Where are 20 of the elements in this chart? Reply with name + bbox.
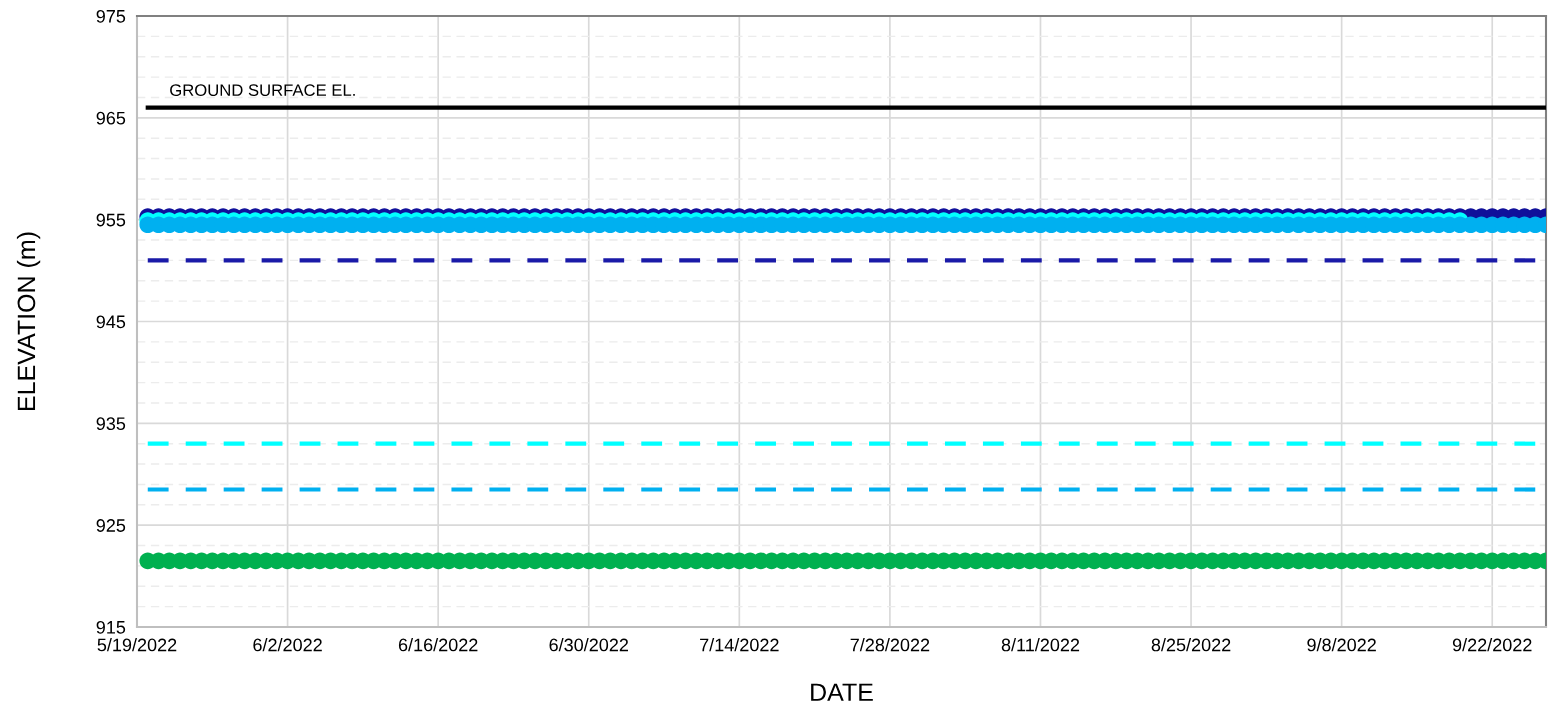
annotation: GROUND SURFACE EL. [170, 84, 355, 97]
y-axis-title: ELEVATION (m) [16, 232, 41, 410]
x-tick-label: 7/14/2022 [700, 638, 779, 652]
x-tick-label: 9/22/2022 [1452, 638, 1532, 652]
x-tick-label: 8/11/2022 [1001, 638, 1080, 652]
y-tick-label: 945 [96, 315, 126, 329]
x-tick-label: 6/30/2022 [549, 638, 628, 652]
x-tick-label: 6/16/2022 [398, 638, 478, 652]
y-tick-label: 925 [96, 519, 126, 532]
y-tick-label: 965 [96, 111, 126, 125]
y-tick-label: 975 [96, 9, 126, 23]
x-tick-label: 8/25/2022 [1151, 638, 1231, 652]
y-tick-label: 935 [96, 417, 126, 431]
x-axis-title: DATE [811, 683, 873, 701]
x-tick-label: 9/8/2022 [1307, 638, 1376, 652]
y-tick-label: 955 [96, 213, 126, 227]
x-tick-label: 7/28/2022 [850, 638, 930, 652]
x-tick-label: 6/2/2022 [253, 638, 322, 652]
x-tick-label: 5/19/2022 [97, 638, 177, 652]
y-tick-label: 915 [96, 620, 126, 634]
